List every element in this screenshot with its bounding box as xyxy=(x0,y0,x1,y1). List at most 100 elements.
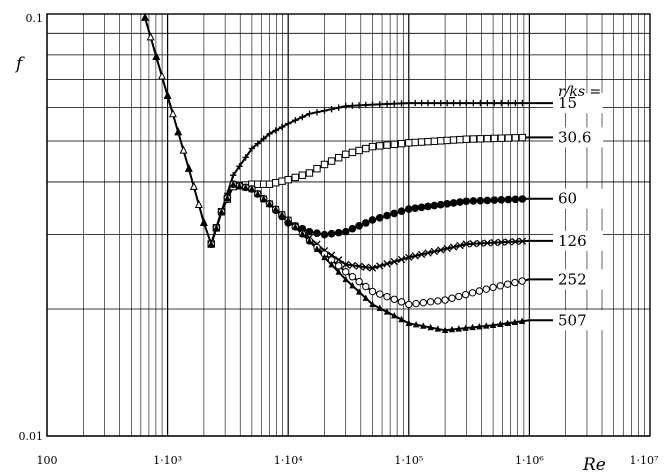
data-point xyxy=(456,241,464,250)
data-point xyxy=(511,195,520,204)
data-point xyxy=(368,216,377,224)
data-point xyxy=(483,239,492,247)
data-point xyxy=(278,123,286,131)
data-point xyxy=(355,288,363,295)
data-point xyxy=(489,321,497,328)
data-point xyxy=(437,99,444,107)
legend-title: r/ks = xyxy=(558,84,601,100)
curve-label-bg xyxy=(553,269,603,290)
data-point xyxy=(194,199,203,208)
data-point xyxy=(298,171,307,179)
data-point xyxy=(411,204,419,212)
data-point xyxy=(390,295,398,303)
data-point xyxy=(456,99,464,107)
data-point xyxy=(448,294,456,302)
data-point xyxy=(335,104,342,111)
data-point xyxy=(368,264,377,272)
data-point xyxy=(327,229,336,238)
data-point xyxy=(469,135,478,143)
data-point xyxy=(284,175,292,184)
curve-label-252: 252 xyxy=(558,270,587,288)
data-point xyxy=(320,160,329,169)
data-point xyxy=(285,216,292,223)
data-point xyxy=(376,304,383,311)
data-point xyxy=(437,246,445,254)
data-point xyxy=(278,177,286,185)
x-tick-label: 1·10⁴ xyxy=(274,454,303,467)
data-point xyxy=(490,134,499,143)
data-point xyxy=(272,179,280,187)
data-point xyxy=(496,282,505,290)
data-point xyxy=(397,298,406,306)
data-point xyxy=(368,287,377,296)
data-point xyxy=(475,287,484,295)
data-point xyxy=(443,200,451,208)
data-point xyxy=(342,150,350,159)
curve-label-126: 126 xyxy=(558,232,587,250)
curve-label-15: 15 xyxy=(558,94,577,112)
data-point xyxy=(369,101,376,108)
data-point xyxy=(362,144,370,153)
data-point xyxy=(383,308,391,315)
data-point xyxy=(185,164,193,172)
x-tick-label: 1·10³ xyxy=(153,454,182,467)
data-point xyxy=(305,169,314,177)
data-point xyxy=(449,243,458,251)
data-point xyxy=(320,230,329,239)
data-point xyxy=(483,322,490,329)
data-point xyxy=(328,105,335,113)
data-point xyxy=(443,136,451,145)
data-point xyxy=(348,261,357,270)
data-point xyxy=(497,320,504,327)
data-point xyxy=(405,253,413,262)
data-point xyxy=(512,99,519,107)
data-point xyxy=(299,230,306,237)
data-point xyxy=(334,228,343,237)
data-point xyxy=(179,145,188,154)
data-point xyxy=(470,99,477,107)
data-point xyxy=(397,255,406,264)
data-point xyxy=(456,198,464,206)
data-point xyxy=(369,300,376,308)
data-point xyxy=(306,237,313,244)
data-point xyxy=(450,99,457,107)
x-tick-label: 100 xyxy=(37,454,58,467)
data-point xyxy=(200,219,208,226)
y-tick-label: 0.1 xyxy=(26,12,44,25)
data-point xyxy=(497,134,506,142)
data-point xyxy=(383,292,391,301)
data-point xyxy=(266,200,273,207)
data-point xyxy=(342,102,349,110)
data-point xyxy=(490,196,499,204)
data-point xyxy=(511,318,519,325)
curve-label-507: 507 xyxy=(558,311,587,329)
data-point xyxy=(224,194,231,201)
data-point xyxy=(321,107,328,114)
data-point xyxy=(463,99,470,107)
data-point xyxy=(248,185,256,192)
data-point xyxy=(483,196,492,205)
data-point xyxy=(248,145,256,152)
data-point xyxy=(321,253,328,261)
data-point xyxy=(272,205,279,212)
curve-label-30.6: 30.6 xyxy=(558,128,591,146)
data-markers xyxy=(141,12,527,334)
data-point xyxy=(348,148,357,157)
data-point xyxy=(418,99,425,107)
data-point xyxy=(468,289,477,297)
data-point xyxy=(462,324,469,331)
grid xyxy=(46,13,651,437)
data-point xyxy=(424,249,432,257)
data-point xyxy=(436,200,445,209)
data-point xyxy=(469,197,478,205)
data-point xyxy=(476,239,485,248)
data-point xyxy=(265,180,274,188)
data-point xyxy=(342,275,349,283)
data-point xyxy=(504,238,513,246)
data-point xyxy=(405,139,413,147)
data-point xyxy=(391,100,398,107)
data-point xyxy=(376,290,384,298)
data-point xyxy=(375,213,384,222)
data-point xyxy=(419,298,428,307)
data-point xyxy=(504,319,511,326)
